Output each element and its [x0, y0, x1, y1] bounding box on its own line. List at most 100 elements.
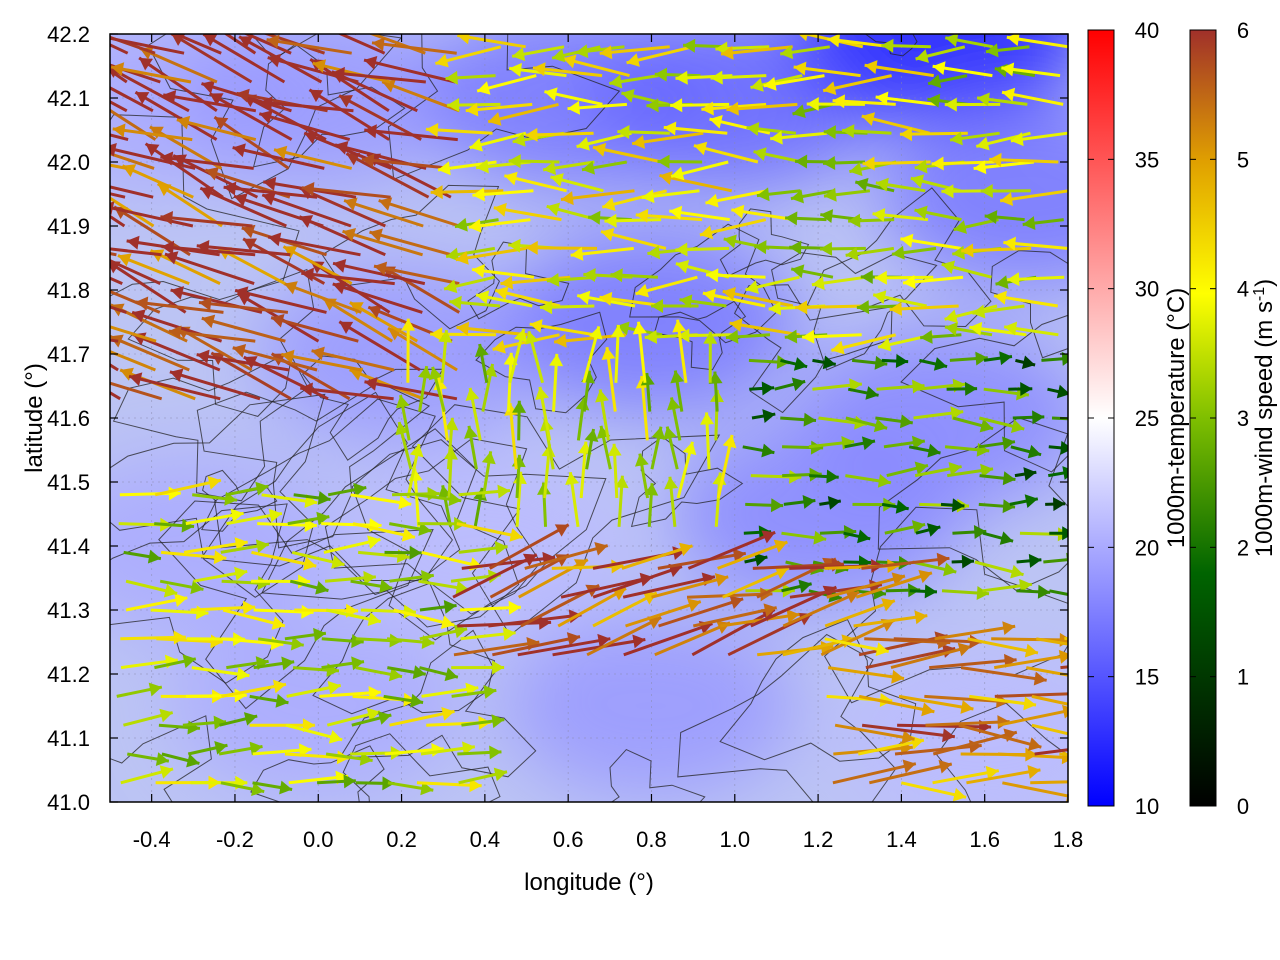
wind-vector-head: [1019, 578, 1032, 593]
wind-vector: [249, 718, 315, 733]
wind-vector: [464, 425, 478, 470]
wind-vector-shaft: [110, 350, 156, 372]
wind-vector: [512, 471, 527, 527]
wind-vector: [915, 523, 941, 537]
wind-vector: [221, 679, 287, 698]
wind-vector-shaft: [1049, 589, 1068, 596]
wind-vector-head: [1020, 381, 1033, 396]
wind-vector-head: [972, 304, 986, 319]
wind-vector: [125, 579, 178, 598]
wind-vector: [511, 45, 565, 62]
wind-vector-head: [920, 329, 933, 344]
wind-vector-head: [395, 395, 410, 409]
wind-vector: [982, 578, 1033, 593]
wind-vector-head: [70, 66, 84, 78]
wind-vector: [445, 70, 496, 85]
wind-vector-shaft: [156, 182, 223, 228]
wind-vector-head: [820, 209, 834, 223]
wind-vector: [632, 321, 647, 383]
wind-vector-head: [731, 204, 745, 219]
wind-vector: [832, 759, 917, 785]
wind-vector-head: [791, 377, 806, 392]
wind-vector-head: [722, 434, 737, 449]
wind-vector-head: [632, 135, 646, 149]
wind-vector-head: [546, 272, 560, 287]
wind-vector: [369, 228, 452, 257]
wind-vector-head: [953, 220, 967, 234]
wind-vector: [1016, 584, 1051, 599]
wind-vector: [756, 187, 801, 202]
wind-vector-head: [1001, 62, 1015, 77]
wind-vector-head: [159, 765, 174, 779]
wind-vector-head: [761, 443, 775, 458]
wind-vector-head: [349, 302, 364, 315]
wind-vector-head: [604, 213, 617, 228]
y-axis-label: latitude (°): [21, 363, 48, 473]
wind-vector-shaft: [199, 186, 287, 228]
y-tick-label: 41.0: [47, 790, 90, 815]
wind-vector: [746, 121, 797, 136]
wind-vector: [312, 59, 391, 84]
wind-vector-head: [497, 484, 510, 499]
wind-vector: [575, 44, 625, 59]
wind-vector: [1051, 416, 1068, 421]
wind-vector-shaft: [322, 297, 394, 343]
wind-vector: [841, 124, 892, 139]
wind-vector-shaft: [110, 86, 154, 113]
wind-vector-shaft: [658, 597, 744, 628]
wind-vector-head: [203, 34, 218, 47]
wind-vector-head: [343, 774, 356, 789]
wind-vector: [934, 621, 1016, 641]
wind-vector-head: [201, 80, 216, 94]
wind-vector-head: [610, 268, 623, 283]
wind-vector: [884, 520, 926, 535]
wind-vector-shaft: [890, 644, 972, 670]
wind-vector: [592, 142, 663, 164]
wind-vector: [654, 67, 701, 82]
wind-vector-head: [234, 566, 248, 581]
wind-vector-shaft: [232, 146, 325, 170]
wind-vector-head: [28, 233, 41, 247]
wind-vector: [223, 181, 318, 199]
wind-vector-head: [961, 243, 974, 258]
wind-vector-head: [239, 36, 253, 49]
wind-vector: [154, 475, 222, 497]
wind-vector: [1031, 694, 1068, 706]
wind-vector: [364, 124, 458, 142]
wind-vector-head: [317, 491, 331, 505]
wind-vector: [110, 381, 163, 401]
wind-vector: [208, 92, 293, 141]
wind-vector-head: [901, 730, 915, 745]
wind-vector-head: [803, 412, 817, 427]
wind-vector-head: [181, 518, 195, 533]
wind-vector: [218, 741, 263, 756]
wind-vector-head: [941, 260, 956, 275]
x-axis-ticks: -0.4 -0.2 0.0 0.2 0.4 0.6 0.8 1.0 1.2 1.4 1.6 1.8: [133, 34, 1083, 852]
wind-vector-head: [465, 387, 480, 402]
wind-vector: [827, 34, 892, 49]
wind-vector: [983, 351, 1013, 366]
wind-vector-shaft: [110, 214, 126, 228]
wind-vector-head: [251, 782, 265, 797]
wind-vector: [834, 723, 915, 745]
wind-vector-shaft: [487, 102, 559, 124]
wind-vector: [301, 267, 395, 286]
wind-vector-head: [268, 508, 282, 523]
wind-vector-head: [235, 286, 249, 300]
wind-vector-head: [161, 240, 175, 255]
wind-vector: [112, 123, 193, 142]
wind-vector: [149, 125, 223, 170]
wind-vector-head: [700, 412, 715, 425]
wind-vector-shaft: [994, 692, 1068, 698]
wind-vector: [532, 62, 603, 78]
wind-vector: [744, 552, 768, 567]
wind-vector-head: [891, 245, 905, 260]
wind-vector: [969, 321, 1027, 337]
wind-vector-shaft: [110, 261, 187, 314]
wind-vector: [525, 127, 594, 142]
wind-vector-head: [502, 627, 516, 641]
wind-vector: [847, 386, 879, 400]
wind-vector: [187, 741, 228, 756]
wind-vector-head: [1125, 765, 1138, 779]
